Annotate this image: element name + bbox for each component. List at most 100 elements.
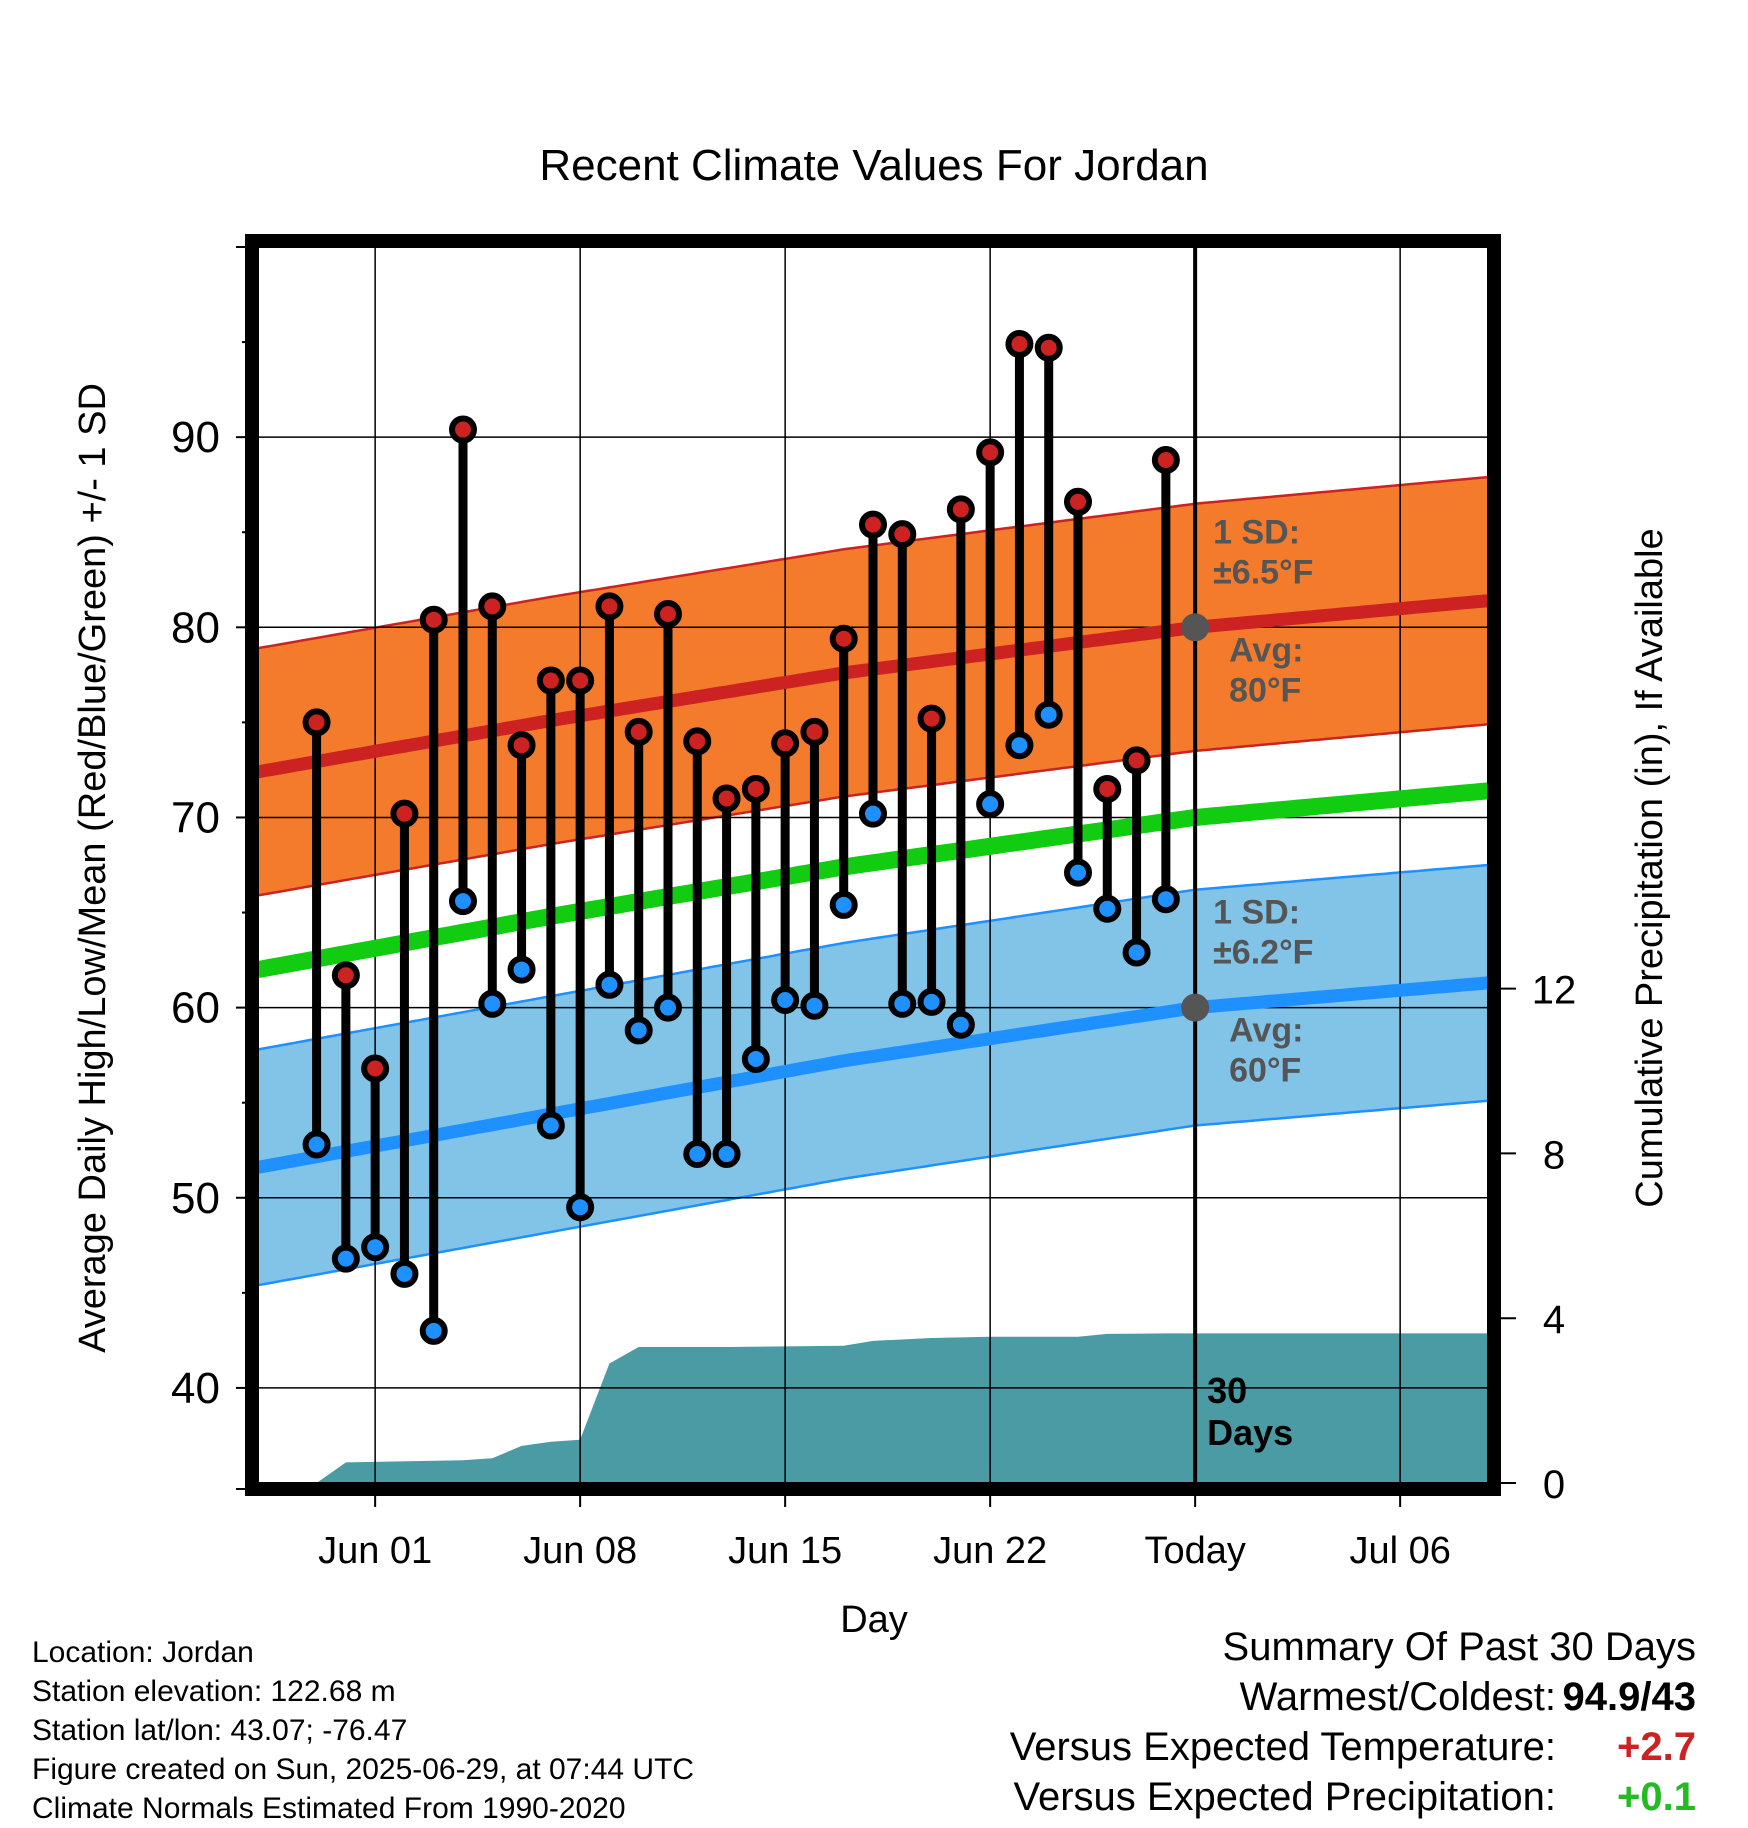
low-point [1122,938,1151,967]
low-point [331,1244,360,1273]
high-point [946,495,975,524]
high-point [1122,746,1151,775]
low-point [829,890,858,919]
high-point [917,704,946,733]
high-point [1005,329,1034,358]
low-point [917,987,946,1016]
high-point [1034,333,1063,362]
high-point [419,605,448,634]
high-point [566,666,595,695]
low-point [976,790,1005,819]
low-point [1093,894,1122,923]
normal-mean-line [258,782,1488,978]
x-tick-label: Jun 15 [728,1530,842,1572]
y-tick-label-right: 12 [1532,969,1577,1013]
high-point [654,599,682,628]
low-point [741,1044,770,1073]
high-point [507,731,536,760]
warmest-coldest-value: 94.9/43 [1562,1675,1696,1719]
created-text: Figure created on Sun, 2025-06-29, at 07… [32,1753,695,1786]
station-info: Location: Jordan Station elevation: 122.… [32,1633,694,1828]
y-axis-label-left: Average Daily High/Low/Mean (Red/Blue/Gr… [72,383,114,1353]
high-point [976,438,1005,467]
high-point [800,717,829,746]
high-point [302,708,331,737]
elevation-text: Station elevation: 122.68 m [32,1675,396,1708]
avg-low-marker [1181,993,1210,1022]
low-point [859,799,887,828]
y-tick-label-left: 90 [171,413,220,462]
high-point [888,520,917,549]
x-tick-label: Today [1144,1530,1245,1572]
summary-title: Summary Of Past 30 Days [1222,1625,1696,1669]
normal-low-line [258,976,1488,1174]
low-point [654,993,682,1022]
chart-title: Recent Climate Values For Jordan [539,141,1208,190]
high-point [595,592,624,621]
low-point [361,1233,390,1262]
low-point [507,955,536,984]
x-tick-label: Jul 06 [1349,1530,1450,1572]
high-point [1093,774,1122,803]
high-point [741,774,770,803]
low-point [595,970,624,999]
low-point [712,1140,741,1169]
y-tick-label-left: 60 [171,984,220,1033]
x-tick-label: Jun 01 [318,1530,432,1572]
low-point [771,986,800,1015]
high-point [478,592,507,621]
plot-area: 1 SD: ±6.5°F Avg: 80°F 1 SD: ±6.2°F Avg: 60°F 30… [258,247,1488,1483]
normal-low-sd-band [258,865,1488,1286]
high-point [361,1054,390,1083]
x-tick-label: Jun 22 [933,1530,1047,1572]
temp-label: Versus Expected Temperature: [1009,1725,1556,1769]
avg-high-annotation: Avg: 80°F [1229,631,1303,709]
high-point [390,799,419,828]
y-tick-label-left: 80 [171,603,220,652]
y-tick-label-left: 50 [171,1174,220,1223]
low-point [683,1140,712,1169]
y-tick-label-right: 4 [1543,1298,1565,1342]
temp-value: +2.7 [1617,1725,1696,1769]
y-tick-label-right: 8 [1543,1133,1565,1177]
summary-warmest-coldest: Warmest/Coldest: 94.9/43 [1010,1672,1696,1722]
normal-low-sd-lower [258,1099,1488,1287]
low-point [946,1010,975,1039]
high-point [712,784,741,813]
low-point [478,989,507,1018]
high-point [683,727,712,756]
x-tick-label: Jun 08 [523,1530,637,1572]
y-tick-label-right: 0 [1543,1463,1565,1507]
y-tick-label-left: 40 [171,1364,220,1413]
sd-low-annotation: 1 SD: ±6.2°F [1213,894,1313,972]
low-point [800,991,829,1020]
summary-panel: Summary Of Past 30 Days Warmest/Coldest:… [1010,1622,1696,1822]
low-point [888,989,917,1018]
low-point [390,1259,419,1288]
low-point [624,1016,653,1045]
sd-high-annotation: 1 SD: ±6.5°F [1213,513,1313,591]
today-days-label: 30 Days [1207,1370,1293,1453]
avg-high-marker [1181,613,1210,642]
summary-temperature: Versus Expected Temperature: +2.7 [1010,1722,1696,1772]
low-point [1005,731,1034,760]
low-point [1034,700,1063,729]
low-point [419,1316,448,1345]
high-point [829,624,858,653]
normal-low-sd-upper [258,863,1488,1051]
low-point [1064,858,1092,887]
precip-value: +0.1 [1617,1775,1696,1819]
latlon-text: Station lat/lon: 43.07; -76.47 [32,1714,408,1747]
low-point [536,1111,565,1140]
summary-precipitation: Versus Expected Precipitation: +0.1 [1010,1772,1696,1822]
precipitation-area [316,1333,1488,1483]
high-point [624,717,653,746]
precip-label: Versus Expected Precipitation: [1013,1775,1556,1819]
y-tick-label-left: 70 [171,793,220,842]
high-point [536,666,565,695]
low-point [1151,885,1180,914]
high-point [771,729,800,758]
location-text: Location: Jordan [32,1636,254,1669]
x-axis-label: Day [840,1599,908,1641]
